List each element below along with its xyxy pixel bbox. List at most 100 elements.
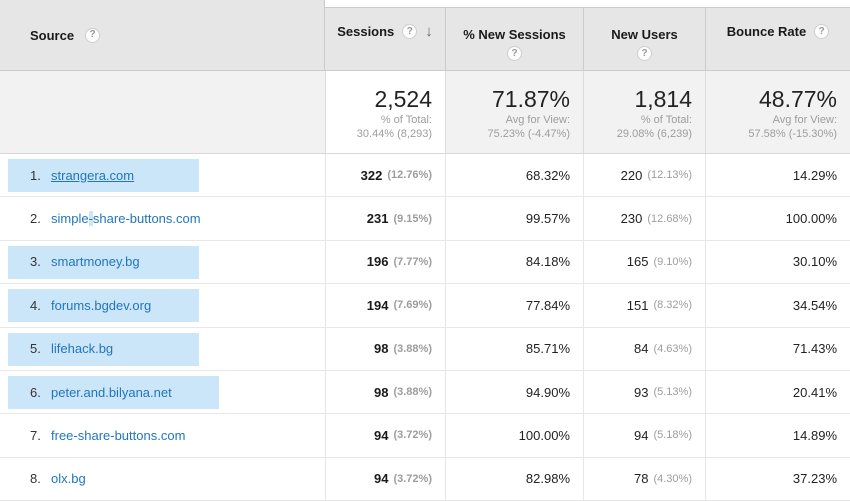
bounce-rate-total-caption: Avg for View: <box>772 113 837 126</box>
source-link[interactable]: strangera.com <box>51 168 134 183</box>
column-header-new-users[interactable]: New Users ? <box>583 7 705 71</box>
sessions-cell: 322 (12.76%) <box>325 154 445 197</box>
bounce-rate-column-label: Bounce Rate <box>726 24 807 39</box>
new-users-total-detail: 29.08% (6,239) <box>616 127 692 140</box>
new-users-cell: 220 (12.13%) <box>583 154 705 197</box>
row-rank: 3. <box>30 254 41 270</box>
source-name: olx.bg <box>51 471 86 487</box>
row-rank: 6. <box>30 384 41 400</box>
row-rank: 4. <box>30 297 41 313</box>
new-users-value: 84 <box>634 341 649 357</box>
table-body: 1. strangera.com 322 (12.76%) 68.32% 220… <box>0 154 850 501</box>
new-sessions-total-caption: Avg for View: <box>505 113 570 126</box>
table-row: 2. simple-share-buttons.com 231 (9.15%) … <box>0 197 850 241</box>
summary-bounce-rate-cell: 48.77% Avg for View: 57.58% (-15.30%) <box>705 71 850 153</box>
row-rank: 7. <box>30 427 41 443</box>
new-sessions-cell: 85.71% <box>445 327 583 370</box>
new-users-column-label: New Users <box>611 27 678 42</box>
sessions-total: 2,524 <box>374 85 432 112</box>
source-name: forums.bgdev.org <box>51 297 152 313</box>
sessions-cell: 94 (3.72%) <box>325 414 445 457</box>
source-link[interactable]: simple-share-buttons.com <box>51 211 201 227</box>
new-sessions-cell: 84.18% <box>445 240 583 284</box>
sessions-value: 322 <box>360 167 383 183</box>
new-sessions-value: 84.18% <box>525 254 570 270</box>
help-icon[interactable]: ? <box>85 27 101 43</box>
sessions-total-caption: % of Total: <box>380 113 432 126</box>
column-header-sessions[interactable]: Sessions ? ↓ <box>325 7 445 71</box>
source-link[interactable]: lifehack.bg <box>51 341 113 356</box>
source-link[interactable]: forums.bgdev.org <box>51 298 151 313</box>
new-sessions-value: 77.84% <box>525 297 570 313</box>
new-users-percent: (5.18%) <box>653 429 692 442</box>
sessions-percent: (9.15%) <box>393 212 432 225</box>
source-name: simple <box>51 211 89 227</box>
sessions-cell: 194 (7.69%) <box>325 284 445 327</box>
new-users-value: 151 <box>626 297 649 313</box>
new-users-cell: 93 (5.13%) <box>583 370 705 414</box>
help-icon[interactable]: ? <box>814 24 830 39</box>
table-row: 6. peter.and.bilyana.net 98 (3.88%) 94.9… <box>0 370 850 415</box>
bounce-rate-value: 20.41% <box>792 384 837 400</box>
table-row: 1. strangera.com 322 (12.76%) 68.32% 220… <box>0 154 850 198</box>
source-link[interactable]: smartmoney.bg <box>51 254 140 269</box>
sessions-percent: (12.76%) <box>387 169 432 182</box>
table-row: 5. lifehack.bg 98 (3.88%) 85.71% 84 (4.6… <box>0 327 850 371</box>
bounce-rate-cell: 14.29% <box>705 154 850 197</box>
help-icon[interactable]: ? <box>507 46 522 61</box>
help-icon[interactable]: ? <box>402 24 418 39</box>
source-name: strangera.com <box>51 167 135 183</box>
sessions-percent: (3.88%) <box>393 342 432 355</box>
new-users-cell: 165 (9.10%) <box>583 240 705 284</box>
selection-highlight <box>8 332 199 366</box>
source-cell: 1. strangera.com <box>0 154 325 196</box>
new-sessions-value: 82.98% <box>525 471 570 487</box>
column-header-bounce-rate[interactable]: Bounce Rate ? <box>705 7 850 71</box>
bounce-rate-value: 14.89% <box>792 427 837 443</box>
row-rank: 2. <box>30 211 41 227</box>
new-sessions-cell: 82.98% <box>445 457 583 500</box>
sessions-value: 94 <box>374 427 389 443</box>
new-sessions-total-detail: 75.23% (-4.47%) <box>487 127 570 140</box>
sessions-value: 196 <box>366 254 389 270</box>
new-sessions-cell: 68.32% <box>445 154 583 197</box>
new-sessions-value: 99.57% <box>525 211 570 227</box>
row-rank: 8. <box>30 471 41 487</box>
summary-sessions-cell: 2,524 % of Total: 30.44% (8,293) <box>325 71 445 153</box>
bounce-rate-value: 100.00% <box>785 211 837 227</box>
help-icon[interactable]: ? <box>637 46 652 61</box>
bounce-rate-cell: 37.23% <box>705 457 850 500</box>
bounce-rate-cell: 34.54% <box>705 284 850 327</box>
new-users-total: 1,814 <box>634 85 692 112</box>
new-users-percent: (8.32%) <box>653 299 692 312</box>
new-sessions-cell: 99.57% <box>445 197 583 240</box>
new-users-percent: (12.68%) <box>647 212 692 225</box>
column-header-new-sessions[interactable]: % New Sessions ? <box>445 7 583 71</box>
source-name: free-share-buttons.com <box>51 427 186 443</box>
new-users-cell: 94 (5.18%) <box>583 414 705 457</box>
source-name-selected-fragment: - <box>88 211 93 227</box>
bounce-rate-cell: 71.43% <box>705 327 850 370</box>
sessions-column-label: Sessions <box>337 24 395 39</box>
column-header-source[interactable]: Source ? <box>0 0 325 71</box>
source-name: lifehack.bg <box>51 341 114 357</box>
source-link[interactable]: olx.bg <box>51 471 86 486</box>
bounce-rate-cell: 100.00% <box>705 197 850 240</box>
selection-highlight <box>8 245 199 279</box>
selection-highlight <box>8 289 199 323</box>
new-users-value: 220 <box>620 167 643 183</box>
new-users-total-caption: % of Total: <box>640 113 692 126</box>
source-link[interactable]: free-share-buttons.com <box>51 428 185 443</box>
sessions-percent: (7.77%) <box>393 255 432 268</box>
source-cell: 8. olx.bg <box>0 458 325 500</box>
new-users-cell: 78 (4.30%) <box>583 457 705 500</box>
sort-descending-icon[interactable]: ↓ <box>425 22 433 40</box>
source-cell: 3. smartmoney.bg <box>0 241 325 283</box>
new-sessions-value: 85.71% <box>525 341 570 357</box>
source-name: share-buttons.com <box>92 211 201 227</box>
new-sessions-cell: 94.90% <box>445 370 583 414</box>
new-sessions-value: 94.90% <box>525 384 570 400</box>
sessions-cell: 231 (9.15%) <box>325 197 445 240</box>
source-link[interactable]: peter.and.bilyana.net <box>51 385 172 400</box>
